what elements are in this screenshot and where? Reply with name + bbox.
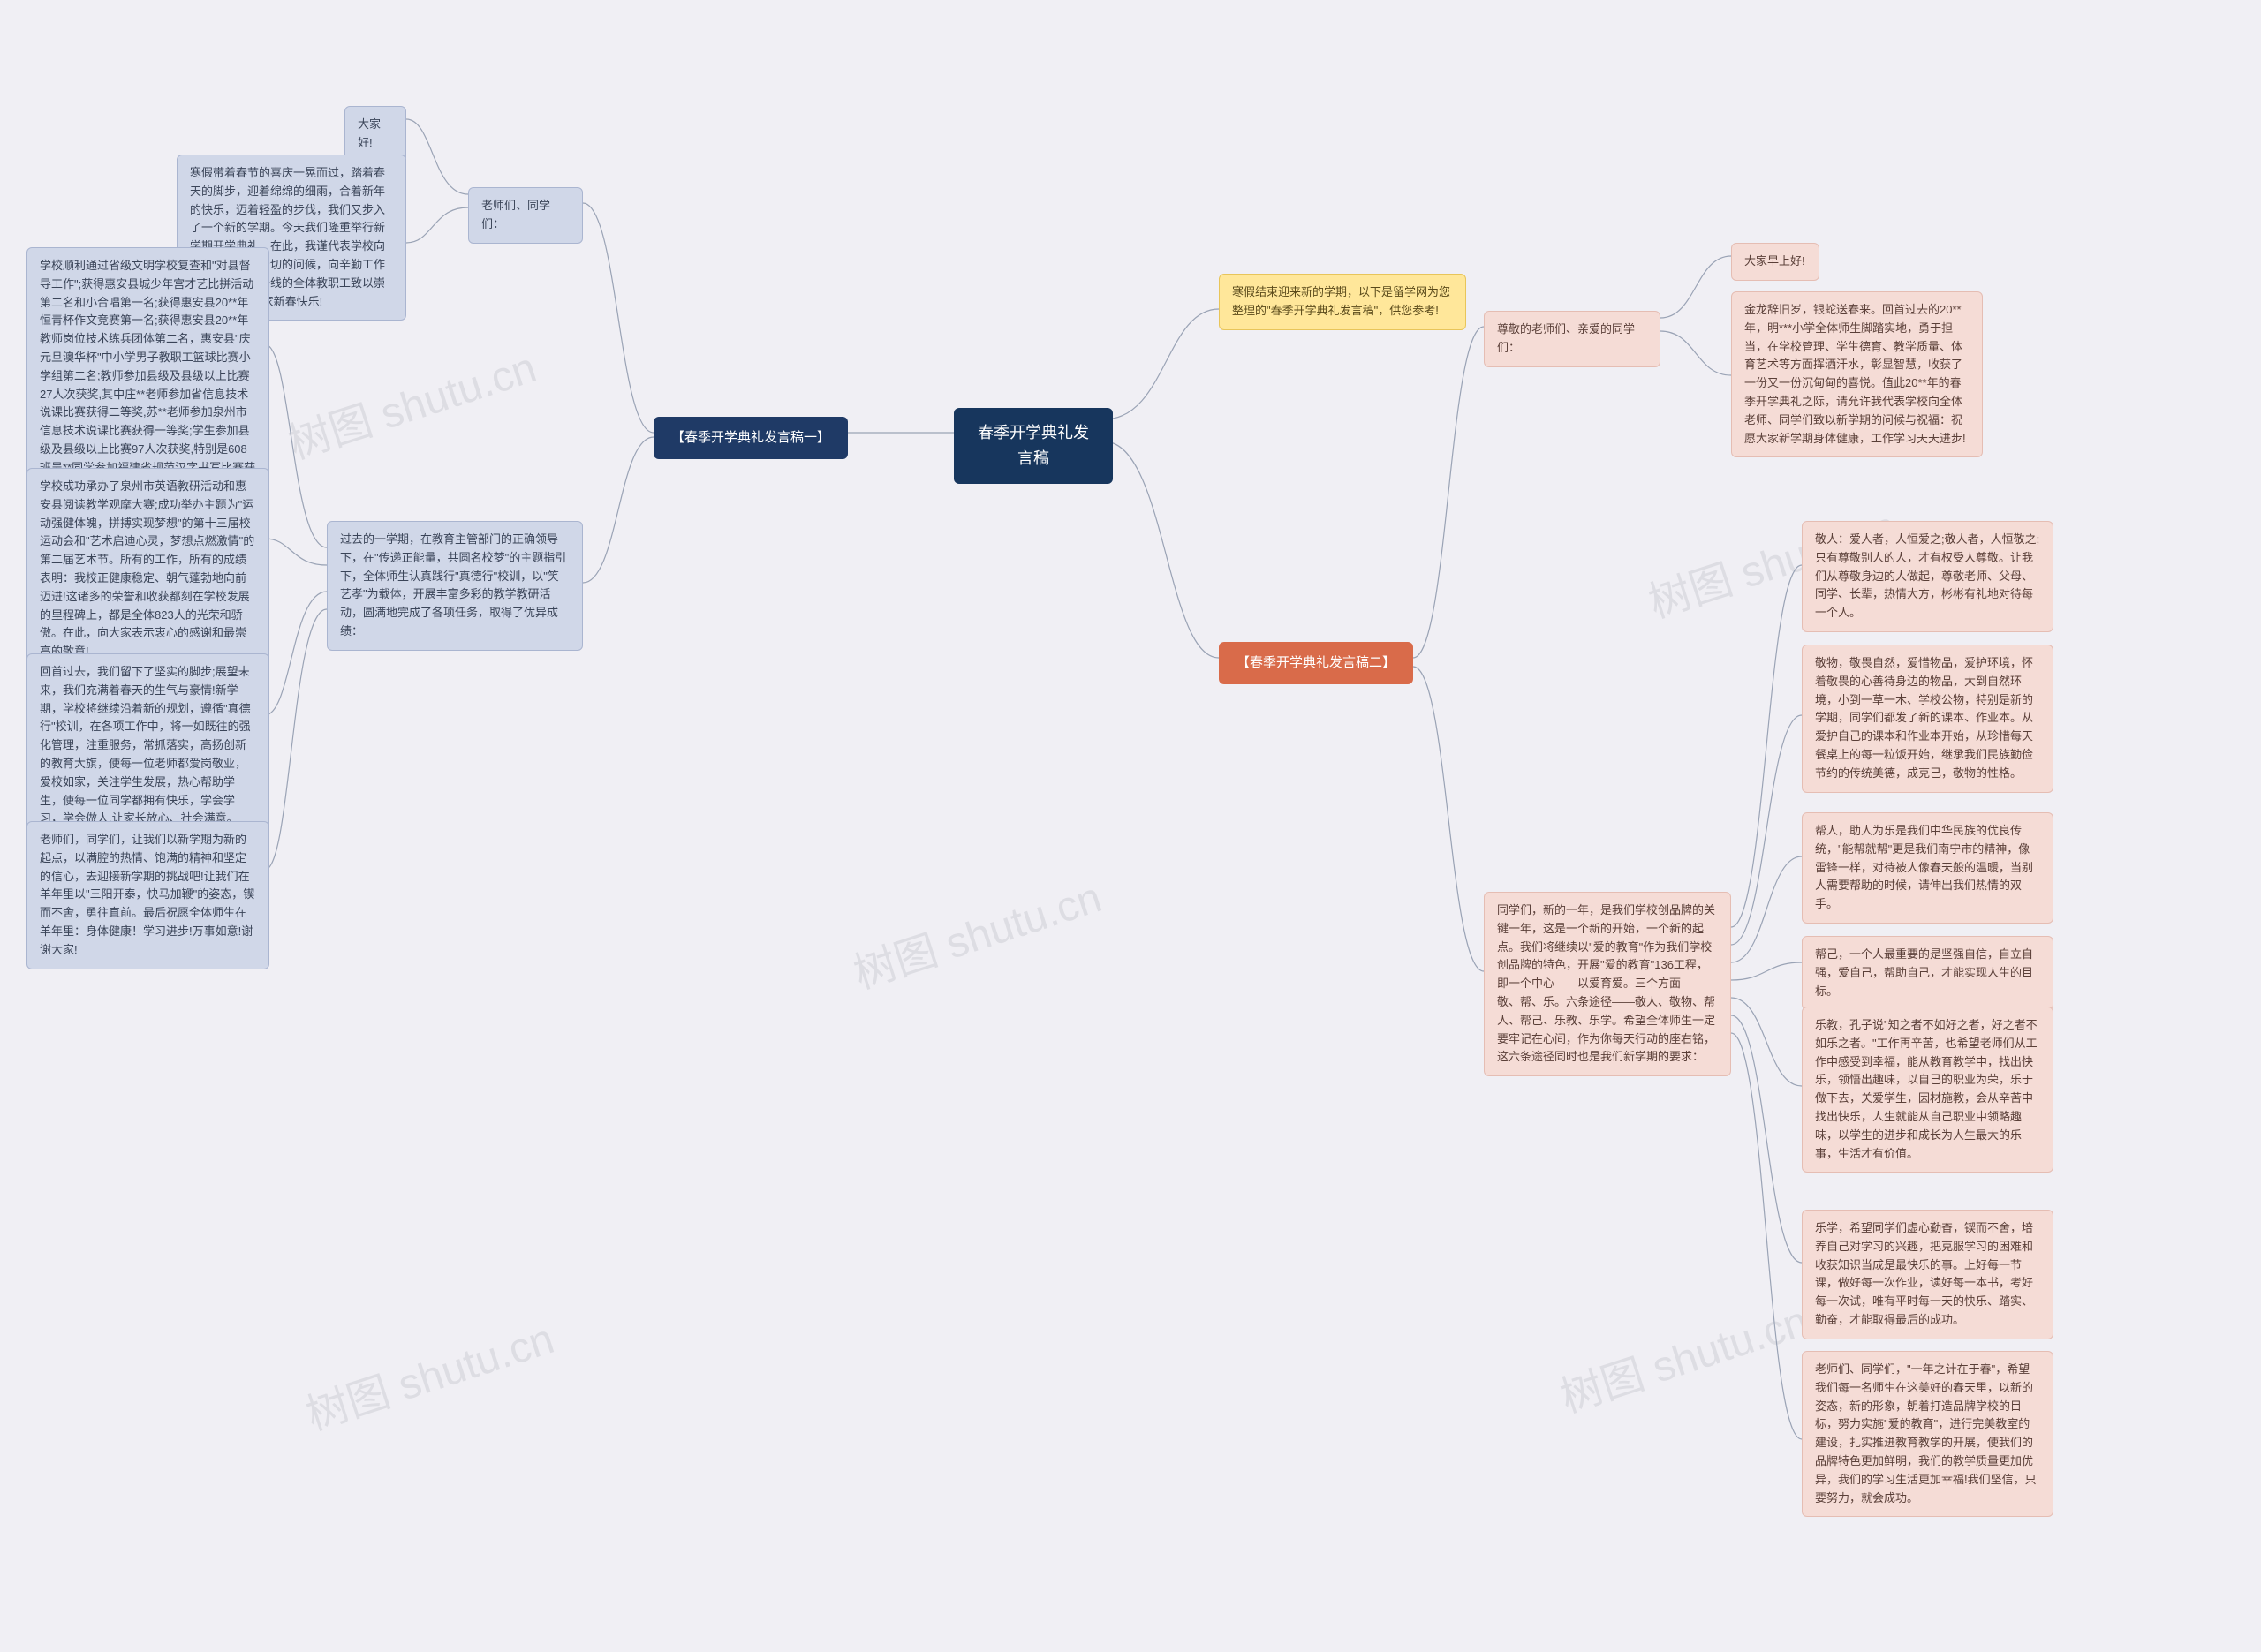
watermark: 树图 shutu.cn — [844, 863, 1108, 1000]
branch-1-child-1[interactable]: 老师们、同学们： — [468, 187, 583, 244]
branch-2-child-1-leaf-1[interactable]: 大家早上好! — [1731, 243, 1819, 281]
branch-2-child-2-leaf-7[interactable]: 老师们、同学们，"一年之计在于春"，希望我们每一名师生在这美好的春天里，以新的姿… — [1802, 1351, 2053, 1517]
watermark: 树图 shutu.cn — [297, 1304, 560, 1442]
branch-1-child-2-leaf-2[interactable]: 学校成功承办了泉州市英语教研活动和惠安县阅读教学观摩大赛;成功举办主题为"运动强… — [26, 468, 269, 671]
watermark: 树图 shutu.cn — [279, 333, 542, 471]
branch-1-child-2-leaf-4[interactable]: 老师们，同学们，让我们以新学期为新的起点，以满腔的热情、饱满的精神和坚定的信心，… — [26, 821, 269, 969]
branch-2-child-1[interactable]: 尊敬的老师们、亲爱的同学们： — [1484, 311, 1660, 367]
branch-2-child-2-leaf-3[interactable]: 帮人，助人为乐是我们中华民族的优良传统，"能帮就帮"更是我们南宁市的精神，像雷锋… — [1802, 812, 2053, 924]
branch-2-child-2-leaf-5[interactable]: 乐教，孔子说"知之者不如好之者，好之者不如乐之者。"工作再辛苦，也希望老师们从工… — [1802, 1007, 2053, 1173]
watermark: 树图 shutu.cn — [1551, 1286, 1814, 1424]
branch-2-child-2[interactable]: 同学们，新的一年，是我们学校创品牌的关键一年，这是一个新的开始，一个新的起点。我… — [1484, 892, 1731, 1076]
branch-1-child-2-leaf-1[interactable]: 学校顺利通过省级文明学校复查和"对县督导工作";获得惠安县城少年宫才艺比拼活动第… — [26, 247, 269, 505]
intro-node[interactable]: 寒假结束迎来新的学期，以下是留学网为您整理的"春季开学典礼发言稿"，供您参考! — [1219, 274, 1466, 330]
branch-1[interactable]: 【春季开学典礼发言稿一】 — [654, 417, 848, 459]
branch-2-child-2-leaf-4[interactable]: 帮己，一个人最重要的是坚强自信，自立自强，爱自己，帮助自己，才能实现人生的目标。 — [1802, 936, 2053, 1010]
branch-2-child-2-leaf-6[interactable]: 乐学，希望同学们虚心勤奋，锲而不舍，培养自己对学习的兴趣，把克服学习的困难和收获… — [1802, 1210, 2053, 1339]
branch-2-child-2-leaf-2[interactable]: 敬物，敬畏自然，爱惜物品，爱护环境，怀着敬畏的心善待身边的物品，大到自然环境，小… — [1802, 645, 2053, 793]
root-node[interactable]: 春季开学典礼发言稿 — [954, 408, 1113, 484]
branch-2[interactable]: 【春季开学典礼发言稿二】 — [1219, 642, 1413, 684]
branch-1-child-2-leaf-3[interactable]: 回首过去，我们留下了坚实的脚步;展望未来，我们充满着春天的生气与豪情!新学期，学… — [26, 653, 269, 838]
branch-1-child-2[interactable]: 过去的一学期，在教育主管部门的正确领导下，在"传递正能量，共圆名校梦"的主题指引… — [327, 521, 583, 651]
branch-2-child-2-leaf-1[interactable]: 敬人：爱人者，人恒爱之;敬人者，人恒敬之;只有尊敬别人的人，才有权受人尊敬。让我… — [1802, 521, 2053, 632]
branch-2-child-1-leaf-2[interactable]: 金龙辞旧岁，银蛇送春来。回首过去的20**年，明***小学全体师生脚踏实地，勇于… — [1731, 291, 1983, 457]
